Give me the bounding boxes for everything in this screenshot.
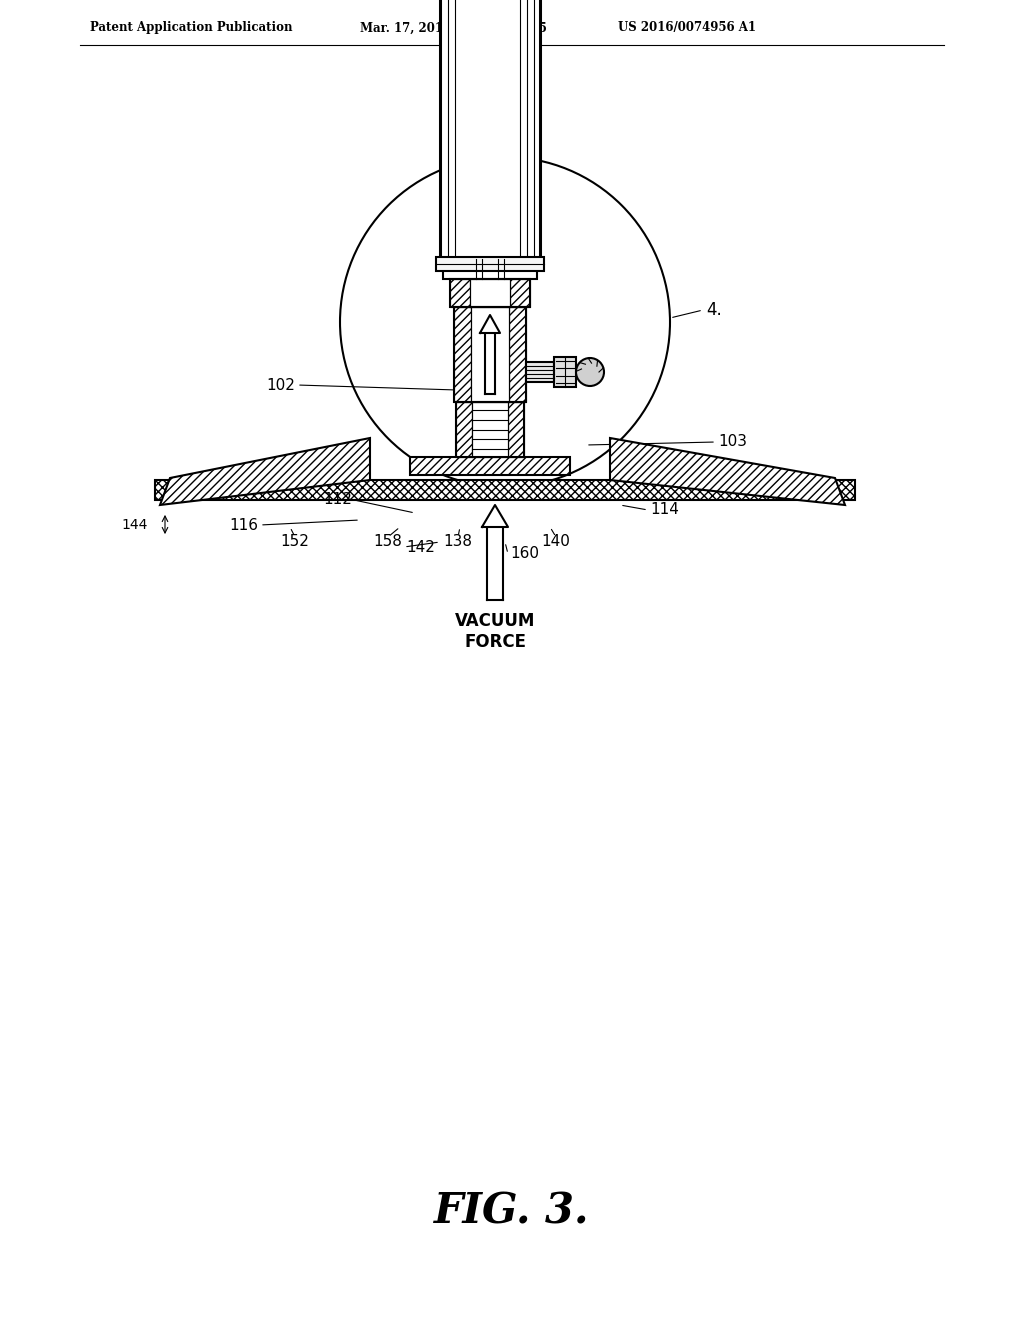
Text: 158: 158 (374, 535, 402, 549)
Text: 160: 160 (510, 546, 539, 561)
Text: 150: 150 (181, 487, 210, 503)
Text: 112: 112 (324, 492, 352, 507)
Bar (472, 403, 508, 457)
Bar (436, 257, 544, 271)
Bar (443, 259, 537, 279)
Bar (155, 480, 855, 500)
Text: 142: 142 (406, 540, 435, 554)
Polygon shape (610, 438, 845, 506)
Text: Mar. 17, 2016  Sheet 2 of 15: Mar. 17, 2016 Sheet 2 of 15 (360, 21, 547, 34)
Circle shape (575, 358, 604, 385)
Bar (470, 279, 510, 308)
Bar (450, 279, 530, 308)
Bar (509, 308, 526, 403)
Polygon shape (160, 438, 370, 506)
Text: 152: 152 (281, 535, 309, 549)
Polygon shape (485, 333, 495, 393)
Text: 102: 102 (266, 378, 295, 392)
Bar (554, 356, 575, 387)
Text: 138: 138 (443, 535, 472, 549)
Text: 4.: 4. (706, 301, 722, 319)
Bar (526, 362, 554, 381)
Bar (454, 308, 471, 403)
Text: Patent Application Publication: Patent Application Publication (90, 21, 293, 34)
Bar (450, 279, 470, 308)
Bar (508, 403, 524, 457)
Text: 116: 116 (229, 517, 258, 532)
Polygon shape (482, 506, 508, 527)
Text: FIG. 3.: FIG. 3. (434, 1191, 590, 1233)
Bar (471, 308, 509, 403)
Text: 114: 114 (650, 503, 679, 517)
Bar (456, 403, 524, 457)
Bar (510, 279, 530, 308)
Bar (440, 0, 540, 259)
Text: 103: 103 (718, 434, 746, 450)
Bar (454, 308, 526, 403)
Polygon shape (487, 527, 503, 601)
Polygon shape (480, 315, 500, 333)
Text: 140: 140 (542, 535, 570, 549)
Text: 144: 144 (122, 517, 148, 532)
Bar (410, 457, 570, 475)
Text: US 2016/0074956 A1: US 2016/0074956 A1 (618, 21, 756, 34)
Bar (456, 403, 472, 457)
Text: VACUUM
FORCE: VACUUM FORCE (455, 612, 536, 651)
